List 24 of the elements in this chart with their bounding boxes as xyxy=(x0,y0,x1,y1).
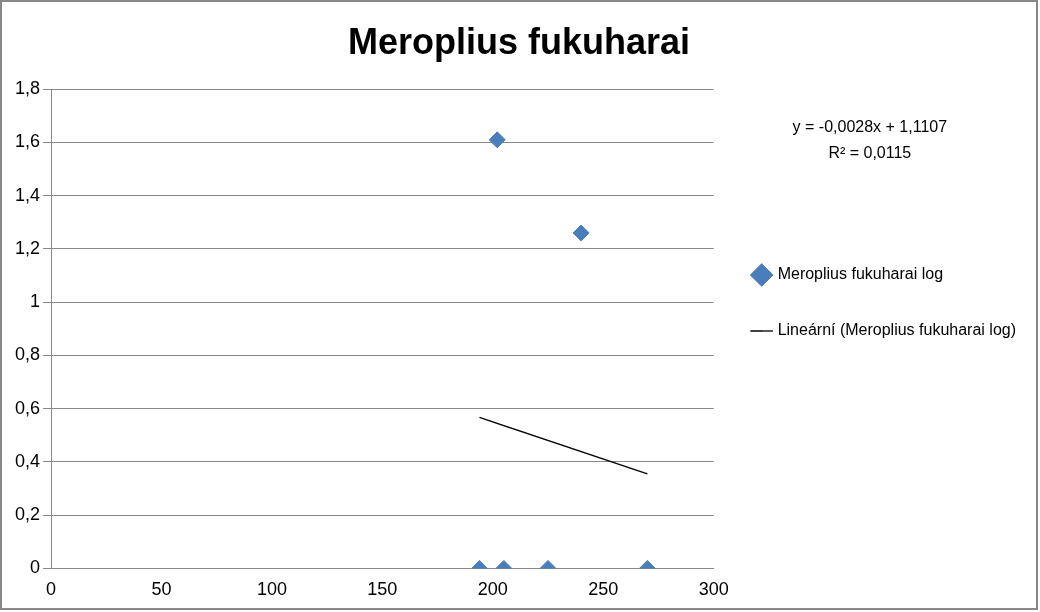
text: y = -0,0028x + 1,1107 xyxy=(792,118,948,135)
x-tick-label: 300 xyxy=(698,579,729,600)
x-tick-label: 0 xyxy=(46,579,57,600)
x-tick-label: 250 xyxy=(588,579,619,600)
point xyxy=(488,131,506,149)
x-tick-label: 200 xyxy=(477,579,508,600)
text: R² = 0,0115 xyxy=(828,144,912,161)
y-tick-label: 0,6 xyxy=(14,397,41,418)
y-tick-label: 0,2 xyxy=(14,504,41,525)
x-tick-label: 100 xyxy=(256,579,287,600)
y-tick-label: 0,8 xyxy=(14,344,41,365)
x-tick-label: 50 xyxy=(151,579,172,600)
legend-label: Meroplius fukuharai log xyxy=(777,265,944,283)
point xyxy=(572,224,590,242)
y-tick-label: 0,4 xyxy=(14,450,41,471)
x-tick-label: 150 xyxy=(367,579,398,600)
y-tick-label: 0 xyxy=(30,557,41,578)
y-tick-label: 1,8 xyxy=(14,78,41,99)
y-tick-label: 1,4 xyxy=(14,184,41,205)
y-tick-label: 1,6 xyxy=(14,131,41,152)
y-tick-label: 1,2 xyxy=(14,237,41,258)
y-tick-label: 1 xyxy=(30,291,41,312)
legend-label: Lineární (Meroplius fukuharai log) xyxy=(777,321,1016,339)
chart-title: Meroplius fukuharai xyxy=(347,20,691,62)
